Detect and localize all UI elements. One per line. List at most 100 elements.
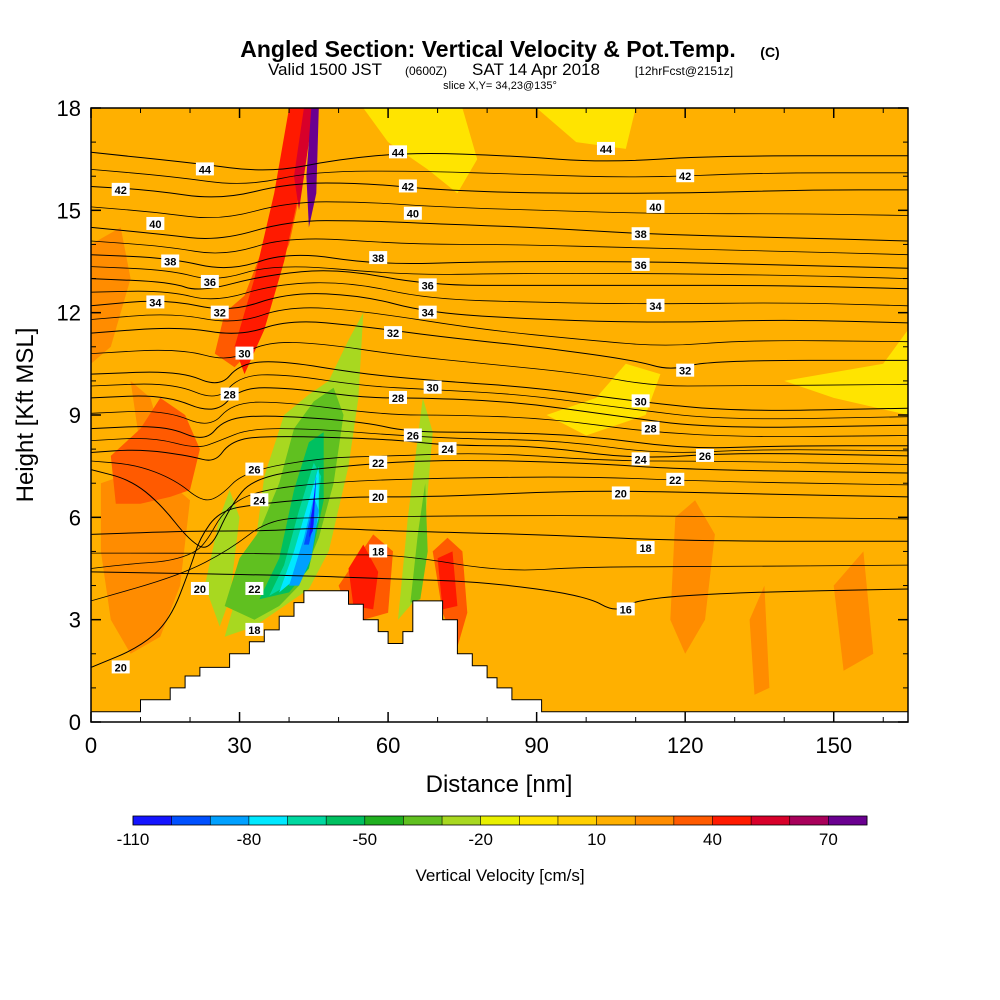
colorbar-bin <box>519 816 559 825</box>
x-tick-label: 120 <box>667 733 704 758</box>
contour-label: 42 <box>398 179 417 193</box>
contour-label-text: 26 <box>248 465 260 477</box>
contour-line-40 <box>91 220 908 242</box>
terrain <box>91 590 908 722</box>
contour-label-bg <box>250 493 269 507</box>
contour-label-text: 32 <box>679 366 691 378</box>
contour-label-bg <box>631 227 650 241</box>
contour-label: 34 <box>418 305 437 320</box>
colorbar-bin <box>403 816 443 825</box>
velocity-region-24 <box>410 483 428 603</box>
contour-label-bg <box>646 298 665 312</box>
velocity-region-30 <box>308 476 317 538</box>
contour-labels: 16 18 18 18 20 20 20 20 22 22 22 24 24 24 26 26 26 28 28 28… <box>111 141 714 674</box>
contour-label: 18 <box>636 541 655 555</box>
contour-label-bg <box>611 486 630 500</box>
contour-label-bg <box>384 326 403 340</box>
contour-label-text: 42 <box>115 185 127 197</box>
colorbar-bin <box>480 816 520 825</box>
chart-title-suffix: (C) <box>760 44 779 60</box>
contour-label: 28 <box>220 387 239 402</box>
contour-line-minor <box>91 238 908 256</box>
contour-label-bg <box>111 182 130 196</box>
contour-label-text: 42 <box>402 181 414 193</box>
y-tick-label: 3 <box>69 608 81 633</box>
contour-label-bg <box>210 305 229 319</box>
contour-label-bg <box>245 581 264 595</box>
contour-label-bg <box>676 169 695 183</box>
contour-line-26 <box>91 415 908 449</box>
contour-label-bg <box>369 455 388 469</box>
x-tick-label: 30 <box>227 733 251 758</box>
y-tick-label: 15 <box>57 198 81 223</box>
contour-label: 22 <box>666 472 685 487</box>
velocity-region-10 <box>833 551 874 671</box>
contour-label-text: 32 <box>387 328 399 340</box>
velocity-region-16 <box>348 544 379 610</box>
contour-line-minor <box>91 552 908 571</box>
colorbar-bin <box>326 816 366 825</box>
colorbar-bin <box>635 816 675 825</box>
contour-label: 34 <box>146 295 165 309</box>
contour-line-minor <box>91 453 908 501</box>
contour-label-text: 28 <box>644 424 656 436</box>
contour-label-text: 20 <box>194 584 206 596</box>
contour-label: 34 <box>646 298 665 313</box>
velocity-region-11 <box>110 397 200 504</box>
contour-label-bg <box>398 179 417 193</box>
contour-label-text: 36 <box>422 280 434 292</box>
contour-label-bg <box>369 251 388 265</box>
contour-label-bg <box>631 257 650 271</box>
contour-label-text: 18 <box>372 546 384 558</box>
y-tick-label: 9 <box>69 403 81 428</box>
contour-label: 24 <box>631 452 650 466</box>
contour-label-text: 18 <box>639 543 651 555</box>
contour-label-bg <box>146 216 165 230</box>
contour-label: 36 <box>200 274 219 289</box>
contour-label: 38 <box>161 254 180 269</box>
contour-line-minor <box>91 515 908 602</box>
contour-label-text: 30 <box>238 349 250 361</box>
contour-label-bg <box>369 489 388 503</box>
contour-label-bg <box>388 145 407 159</box>
contour-label: 20 <box>111 660 130 674</box>
colorbar-bin <box>751 816 791 825</box>
contour-label-text: 38 <box>164 257 176 269</box>
chart-title: Angled Section: Vertical Velocity & Pot.… <box>240 36 735 62</box>
contour-label: 38 <box>631 227 650 241</box>
contour-label: 16 <box>616 602 635 616</box>
contour-label: 26 <box>245 462 264 477</box>
contour-label-text: 30 <box>634 396 646 408</box>
colorbar-tick-label: -20 <box>468 830 493 849</box>
contour-label: 38 <box>369 251 388 265</box>
contour-label: 30 <box>631 394 650 408</box>
contour-line-minor <box>91 169 908 184</box>
contour-label-text: 16 <box>620 604 632 616</box>
contour-label: 32 <box>384 326 403 340</box>
colorbar-tick-label: -80 <box>237 830 262 849</box>
contour-label: 20 <box>190 581 209 596</box>
contour-label-text: 34 <box>649 301 662 313</box>
contour-label-bg <box>666 472 685 486</box>
y-tick-label: 18 <box>57 96 81 121</box>
contour-label-text: 44 <box>600 144 613 156</box>
contour-label: 32 <box>676 363 695 378</box>
terrain-mask <box>91 590 908 722</box>
colorbar-bin <box>171 816 211 825</box>
contour-label-bg <box>245 462 264 476</box>
velocity-region-29 <box>303 469 317 545</box>
colorbar-tick-label: 10 <box>587 830 606 849</box>
colorbar-bin <box>712 816 752 825</box>
contour-label: 36 <box>418 278 437 292</box>
velocity-region-9 <box>749 585 770 695</box>
contour-line-22 <box>91 459 908 548</box>
contour-label-text: 26 <box>699 451 711 463</box>
contour-label-text: 44 <box>199 164 212 176</box>
subtitle-date: SAT 14 Apr 2018 <box>472 60 600 79</box>
colorbar-bin <box>557 816 598 825</box>
contour-label: 20 <box>611 486 630 500</box>
contour-label: 18 <box>245 622 264 637</box>
contour-label: 42 <box>676 169 695 183</box>
